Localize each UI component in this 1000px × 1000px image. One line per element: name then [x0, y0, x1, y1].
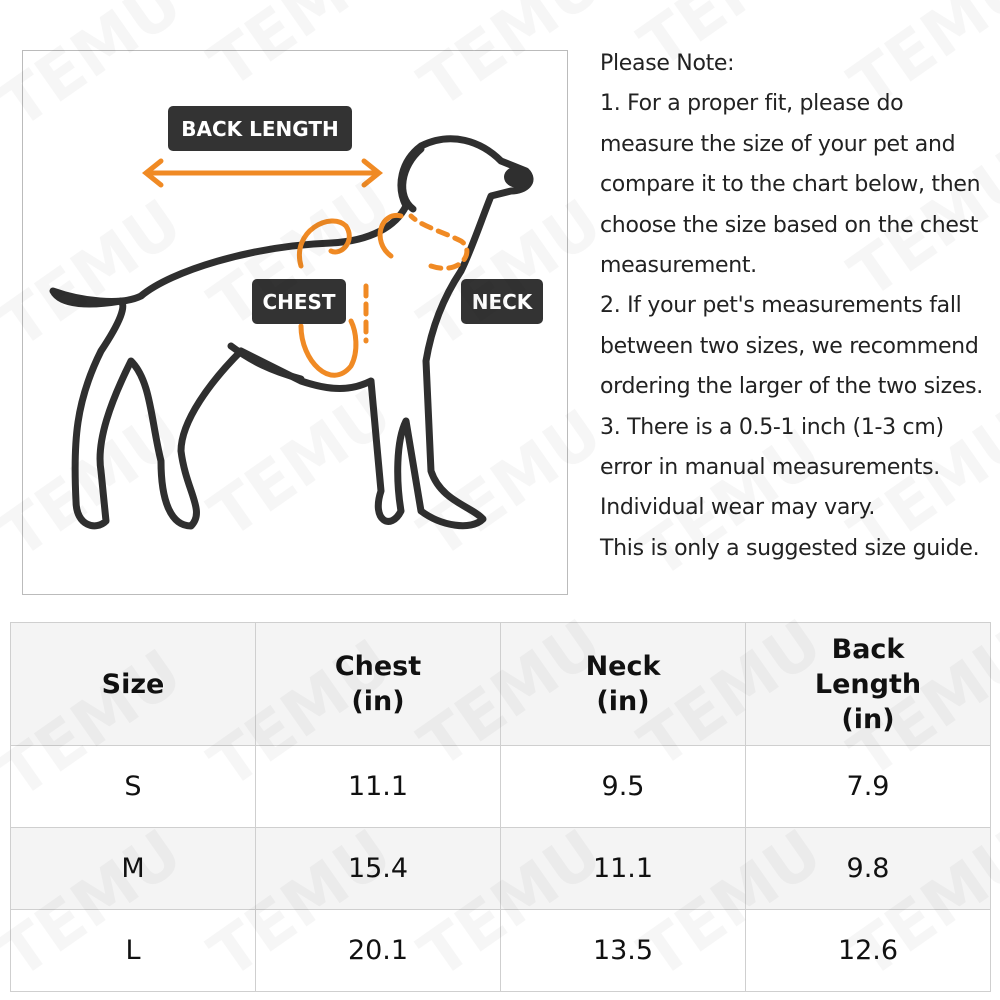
table-cell: 11.1	[500, 827, 746, 910]
note-line: measure the size of your pet and	[600, 131, 956, 157]
table-cell: 20.1	[255, 909, 501, 992]
table-cell: 7.9	[745, 745, 991, 828]
header-cell: Size	[10, 622, 256, 746]
header-cell: Back Length (in)	[745, 622, 991, 746]
diagram-label: NECK	[472, 290, 534, 314]
note-line: ordering the larger of the two sizes.	[600, 374, 983, 400]
table-cell: 11.1	[255, 745, 501, 828]
table-row: S 11.1 9.5 7.9	[10, 745, 991, 828]
table-cell: 12.6	[745, 909, 991, 992]
size-table: Size Chest (in) Neck (in) Back Length (in) S 11.1…	[10, 622, 991, 992]
table-cell: S	[10, 745, 256, 828]
note-line: error in manual measurements.	[600, 454, 940, 480]
header-text: (in)	[351, 686, 405, 717]
diagram-label: CHEST	[262, 290, 335, 314]
header-cell: Chest (in)	[255, 622, 501, 746]
note-line: 3. There is a 0.5-1 inch (1-3 cm)	[600, 414, 944, 440]
note-line: This is only a suggested size guide.	[600, 535, 980, 561]
dog-illustration: BACK LENGTH CHEST NECK	[49, 106, 543, 530]
header-text: (in)	[841, 703, 895, 735]
note-line: Please Note:	[600, 51, 735, 76]
header-text: Back	[831, 633, 905, 665]
header-cell: Neck (in)	[500, 622, 746, 746]
table-cell: 9.8	[745, 827, 991, 910]
note-line: 1. For a proper fit, please do	[600, 91, 904, 117]
note-line: Individual wear may vary.	[600, 495, 876, 521]
table-row: L 20.1 13.5 12.6	[10, 909, 991, 992]
note-line: choose the size based on the chest	[600, 212, 979, 238]
table-cell: 13.5	[500, 909, 746, 992]
note-line: measurement.	[600, 252, 757, 278]
header-text: Chest	[334, 651, 422, 682]
note-line: compare it to the chart below, then	[600, 172, 981, 198]
table-cell: 9.5	[500, 745, 746, 828]
note: Please Note: 1. For a proper fit, please …	[600, 44, 1000, 569]
diagram: BACK LENGTH CHEST NECK	[22, 50, 568, 595]
table-cell: 15.4	[255, 827, 501, 910]
diagram-label: BACK LENGTH	[181, 117, 338, 141]
table-cell: L	[10, 909, 256, 992]
note-line: between two sizes, we recommend	[600, 333, 979, 359]
header-text: (in)	[596, 686, 650, 717]
table-row: M 15.4 11.1 9.8	[10, 827, 991, 910]
table-cell: M	[10, 827, 256, 910]
note-line: 2. If your pet's measurements fall	[600, 293, 962, 319]
header-text: Size	[101, 668, 165, 700]
header-text: Length	[814, 668, 922, 700]
header-text: Neck	[585, 651, 661, 682]
